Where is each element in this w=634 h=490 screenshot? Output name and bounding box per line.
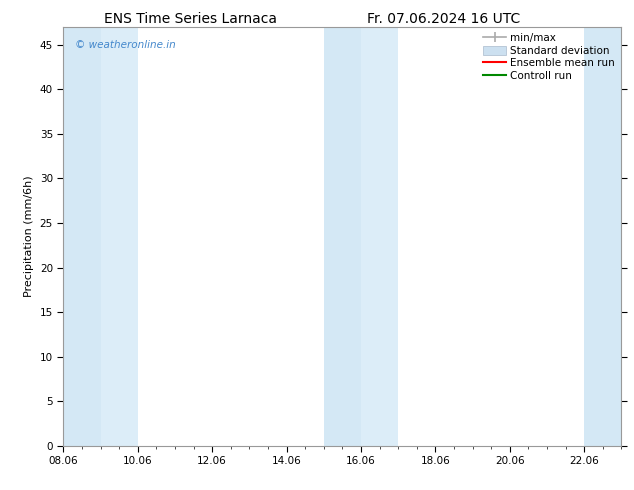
Text: ENS Time Series Larnaca: ENS Time Series Larnaca: [104, 12, 276, 26]
Bar: [324, 27, 361, 446]
Bar: [361, 27, 398, 446]
Text: © weatheronline.in: © weatheronline.in: [75, 40, 176, 49]
Bar: [584, 27, 621, 446]
Legend: min/max, Standard deviation, Ensemble mean run, Controll run: min/max, Standard deviation, Ensemble me…: [479, 29, 619, 85]
Y-axis label: Precipitation (mm/6h): Precipitation (mm/6h): [24, 175, 34, 297]
Text: Fr. 07.06.2024 16 UTC: Fr. 07.06.2024 16 UTC: [367, 12, 521, 26]
Bar: [101, 27, 138, 446]
Bar: [63, 27, 101, 446]
